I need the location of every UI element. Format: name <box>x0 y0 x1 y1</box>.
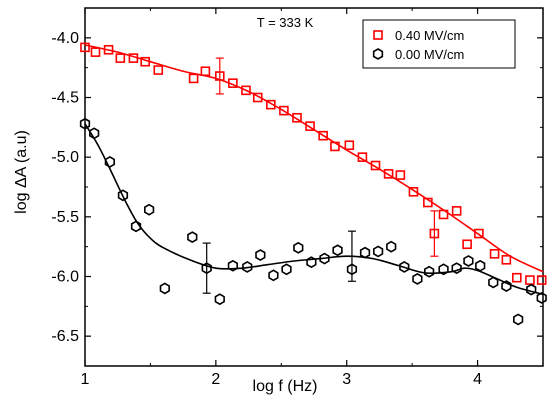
data-point-0-40-mv-cm <box>370 160 381 171</box>
data-points-layer <box>79 42 547 326</box>
data-point-0-40-mv-cm <box>474 228 484 239</box>
data-point-0-00-mv-cm <box>475 259 486 272</box>
x-axis-title: log f (Hz) <box>253 378 318 395</box>
data-point-0-40-mv-cm <box>266 99 276 110</box>
data-point-0-40-mv-cm <box>438 209 449 220</box>
data-point-0-00-mv-cm <box>227 259 238 272</box>
fit-curves-layer <box>84 44 544 296</box>
data-point-0-40-mv-cm <box>536 275 547 285</box>
x-tick-label: 4 <box>473 371 482 388</box>
data-point-0-00-mv-cm <box>268 269 279 282</box>
data-point-0-40-mv-cm <box>153 65 164 75</box>
legend: 0.40 MV/cm 0.00 MV/cm <box>362 19 516 69</box>
data-point-0-40-mv-cm <box>423 197 433 208</box>
data-point-0-00-mv-cm <box>79 117 91 130</box>
data-point-0-00-mv-cm <box>89 127 100 140</box>
data-point-0-00-mv-cm <box>159 282 170 295</box>
data-point-0-00-mv-cm <box>536 292 547 304</box>
data-point-0-00-mv-cm <box>346 263 358 276</box>
data-point-0-00-mv-cm <box>306 256 317 269</box>
data-point-0-40-mv-cm <box>228 78 238 88</box>
error-bars-layer <box>202 57 439 294</box>
legend-label-0.00-mv-cm: 0.00 MV/cm <box>395 47 464 62</box>
data-point-0-40-mv-cm <box>383 169 394 179</box>
data-point-0-40-mv-cm <box>305 121 315 131</box>
data-point-0-00-mv-cm <box>386 240 397 253</box>
data-point-0-00-mv-cm <box>372 245 384 258</box>
data-point-0-00-mv-cm <box>412 272 423 285</box>
y-tick-label: -5.0 <box>51 149 79 166</box>
data-point-0-40-mv-cm <box>489 249 500 259</box>
x-tick-label: 2 <box>211 371 220 388</box>
data-point-0-00-mv-cm <box>214 293 225 306</box>
data-point-0-40-mv-cm <box>115 53 126 63</box>
data-point-0-40-mv-cm <box>90 47 101 57</box>
temperature-annotation: T = 333 K <box>257 15 314 30</box>
data-point-0-00-mv-cm <box>255 249 266 261</box>
y-tick-label: -6.0 <box>51 269 79 286</box>
data-point-0-00-mv-cm <box>117 189 129 202</box>
fit-curve-0-00-mv-cm <box>84 123 544 296</box>
legend-box <box>362 19 516 69</box>
data-point-0-00-mv-cm <box>242 261 253 273</box>
data-point-0-00-mv-cm <box>501 280 512 292</box>
y-axis-title: log ΔA (a.u) <box>13 130 30 214</box>
data-point-0-40-mv-cm <box>408 186 419 197</box>
data-point-0-40-mv-cm <box>512 272 522 283</box>
data-point-0-40-mv-cm <box>429 228 440 239</box>
data-point-0-40-mv-cm <box>214 71 225 81</box>
data-point-0-40-mv-cm <box>279 105 289 116</box>
data-point-0-40-mv-cm <box>525 275 535 285</box>
data-point-0-00-mv-cm <box>488 276 499 289</box>
y-tick-label: -4.5 <box>51 90 79 107</box>
legend-entry-0.00-mv-cm: 0.00 MV/cm <box>372 47 464 62</box>
data-point-0-00-mv-cm <box>281 263 292 276</box>
data-point-0-00-mv-cm <box>526 283 537 296</box>
data-point-0-40-mv-cm <box>357 152 368 162</box>
data-point-0-00-mv-cm <box>293 241 304 254</box>
data-point-0-40-mv-cm <box>252 92 263 103</box>
data-point-0-40-mv-cm <box>501 254 512 265</box>
legend-label-0.40-mv-cm: 0.40 MV/cm <box>395 28 464 43</box>
data-point-0-40-mv-cm <box>292 112 302 123</box>
data-point-0-00-mv-cm <box>143 203 155 216</box>
data-point-0-40-mv-cm <box>330 141 340 152</box>
y-tick-label: -5.5 <box>51 209 79 226</box>
data-point-0-40-mv-cm <box>128 53 139 63</box>
data-point-0-00-mv-cm <box>438 263 449 276</box>
data-point-0-00-mv-cm <box>130 220 142 233</box>
data-point-0-00-mv-cm <box>319 252 330 265</box>
data-point-0-00-mv-cm <box>332 244 343 257</box>
data-point-0-40-mv-cm <box>103 44 114 55</box>
y-tick-label: -6.5 <box>51 328 79 345</box>
data-point-0-00-mv-cm <box>451 262 462 275</box>
legend-marker-0-40-mv-cm <box>373 30 383 40</box>
data-point-0-00-mv-cm <box>359 246 371 259</box>
x-tick-label: 1 <box>81 371 90 388</box>
data-point-0-40-mv-cm <box>344 140 355 151</box>
legend-entry-0.40-mv-cm: 0.40 MV/cm <box>373 28 464 43</box>
data-point-0-00-mv-cm <box>463 255 474 267</box>
data-point-0-40-mv-cm <box>80 42 90 53</box>
data-point-0-40-mv-cm <box>318 130 328 141</box>
data-point-0-00-mv-cm <box>187 231 198 244</box>
data-point-0-40-mv-cm <box>188 73 199 84</box>
y-tick-label: -4.0 <box>51 30 79 47</box>
data-point-0-40-mv-cm <box>395 170 406 180</box>
legend-marker-0-00-mv-cm <box>372 48 384 60</box>
data-point-0-00-mv-cm <box>513 313 524 326</box>
data-point-0-40-mv-cm <box>140 56 150 67</box>
data-point-0-00-mv-cm <box>424 265 435 278</box>
data-point-0-40-mv-cm <box>200 66 211 77</box>
x-tick-label: 3 <box>342 371 351 388</box>
data-point-0-00-mv-cm <box>399 261 410 273</box>
data-point-0-00-mv-cm <box>104 156 115 168</box>
data-point-0-40-mv-cm <box>451 206 462 216</box>
data-point-0-00-mv-cm <box>201 262 212 275</box>
data-point-0-40-mv-cm <box>462 239 472 250</box>
tick-labels-layer: 1 2 3 4 -4.0 -4.5 -5.0 -5.5 -6.0 -6.5 <box>51 30 482 388</box>
data-point-0-40-mv-cm <box>241 85 251 96</box>
